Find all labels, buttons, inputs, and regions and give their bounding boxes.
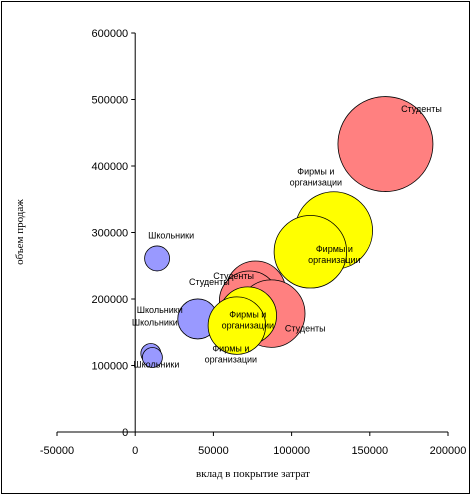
bubble-label: Школьники [132,318,178,328]
x-tick-label: 200000 [430,445,467,457]
y-tick-label: 200000 [91,294,128,306]
x-tick-label: 100000 [273,445,310,457]
bubble-label: Студенты [213,271,254,281]
bubble-label: Студенты [189,277,230,287]
bubble-labels: Школьники Школьники Школьники Школьники Студ… [132,104,442,369]
x-axis-title: вклад в покрытие затрат [196,468,310,480]
y-tick-label: 300000 [91,228,128,240]
x-tick-label: 0 [132,445,138,457]
bubbles [140,96,434,368]
x-tick-label: -50000 [40,445,74,457]
y-axis-title: объем продаж [14,199,26,265]
bubble-label: Школьники [137,305,183,315]
bubble-label: Фирмы и организации [290,167,342,188]
y-tick-label: 100000 [91,361,128,373]
bubble-label: Студенты [401,104,442,114]
bubble-label: Школьники [148,230,194,240]
bubble-label: Студенты [285,324,326,334]
bubble [142,347,163,368]
bubble [337,96,434,192]
y-tick-label: 0 [122,427,128,439]
x-tick-label: 50000 [198,445,229,457]
bubble-label: Фирмы и организации [308,244,360,265]
bubble-label: Фирмы и организации [205,344,257,365]
bubble-label: Фирмы и организации [222,310,274,331]
x-tick-label: 150000 [351,445,388,457]
y-tick-label: 500000 [91,95,128,107]
y-tick-label: 600000 [91,28,128,40]
bubble-label: Школьники [133,360,179,370]
bubble [273,215,348,289]
bubble [144,245,170,272]
bubble [207,296,267,355]
y-tick-label: 400000 [91,161,128,173]
axes: 0100000200000300000400000500000600000-50… [40,28,466,457]
